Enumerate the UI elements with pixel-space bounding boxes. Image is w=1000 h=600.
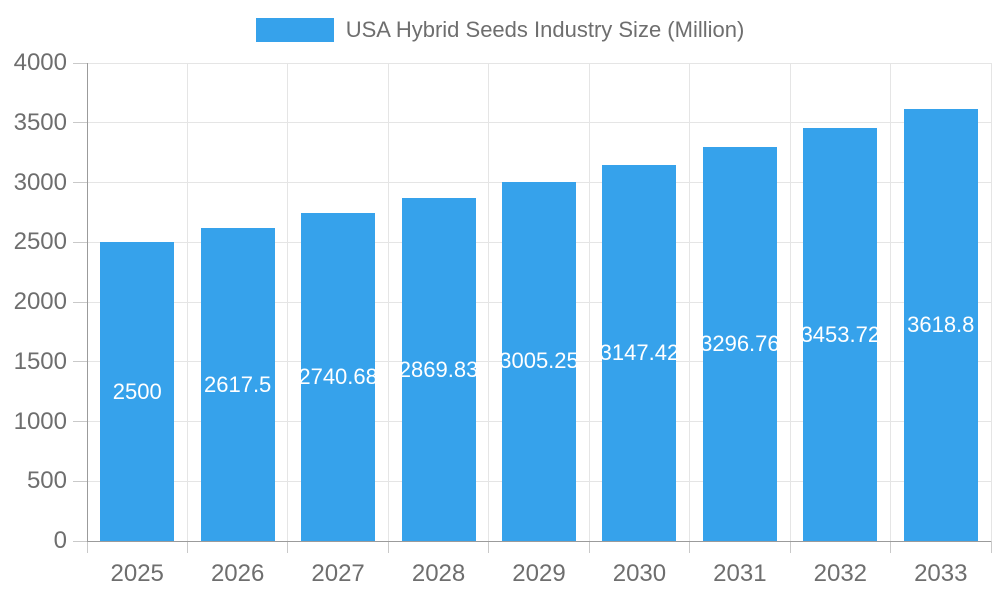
y-axis-tick [73,62,87,64]
x-axis-tick [990,541,992,553]
x-gridline [689,63,691,541]
bar-value-label: 3005.25 [502,348,576,374]
y-axis-label: 3500 [13,108,67,136]
x-axis-tick [86,541,88,553]
bar-value-label: 3453.72 [803,321,878,347]
y-axis-label: 3000 [13,168,67,196]
x-axis-line [87,540,991,542]
x-gridline [186,63,188,541]
legend-swatch [255,18,334,42]
x-axis-label: 2033 [914,560,968,587]
bar-value-label: 3147.42 [602,339,677,365]
y-gridline [87,122,991,124]
bar[interactable]: 2500 [100,242,175,541]
y-axis-tick [73,241,87,243]
y-axis-label: 0 [53,527,67,554]
y-axis-tick [73,361,87,363]
x-gridline [789,63,791,541]
bar[interactable]: 3453.72 [803,128,878,541]
x-axis-tick [689,541,691,553]
x-axis-label: 2030 [612,560,667,587]
x-axis-tick [890,541,892,553]
x-gridline [387,63,389,541]
x-axis-tick [789,541,791,553]
x-axis-tick [387,541,389,553]
x-gridline [990,63,992,541]
y-axis-label: 1000 [13,407,67,435]
y-axis-line [86,63,88,541]
x-gridline [890,63,892,541]
x-axis-label: 2026 [210,560,265,587]
bar[interactable]: 2869.83 [401,198,476,541]
bar[interactable]: 3618.8 [903,108,978,541]
x-axis-tick [287,541,289,553]
bar-value-label: 2500 [112,378,162,404]
x-axis-label: 2025 [110,560,164,587]
bar[interactable]: 3296.76 [702,147,777,541]
x-gridline [488,63,490,541]
bar-value-label: 2740.68 [301,364,376,390]
x-axis-label: 2029 [512,560,566,587]
legend-label: USA Hybrid Seeds Industry Size (Million) [345,17,745,42]
x-axis-label: 2032 [813,560,868,587]
x-axis-label: 2031 [713,560,767,587]
bar[interactable]: 2617.5 [200,228,275,541]
bar[interactable]: 3147.42 [602,164,677,541]
bar[interactable]: 2740.68 [301,213,376,541]
x-axis-label: 2028 [411,560,466,587]
y-axis-tick [73,122,87,124]
bar[interactable]: 3005.25 [502,181,576,541]
bar-value-label: 2617.5 [204,371,272,397]
y-axis-tick [73,182,87,183]
x-axis-label: 2027 [311,560,365,587]
y-axis-tick [73,540,87,542]
y-axis-label: 2500 [13,228,67,256]
y-axis-tick [73,421,87,422]
x-axis-tick [186,541,188,553]
x-axis-tick [488,541,490,553]
x-axis-tick [588,541,590,553]
x-gridline [588,63,590,541]
y-axis-tick [73,301,87,303]
bar-value-label: 2869.83 [401,356,476,382]
chart-legend-item[interactable]: USA Hybrid Seeds Industry Size (Million) [0,17,1000,43]
y-axis-label: 500 [26,467,67,495]
y-gridline [87,62,991,64]
bar-value-label: 3618.8 [907,311,975,337]
x-gridline [287,63,289,541]
y-axis-label: 2000 [13,288,67,315]
y-axis-label: 1500 [13,347,67,375]
bar-value-label: 3296.76 [702,331,777,356]
y-axis-label: 4000 [13,49,67,76]
y-axis-tick [73,480,87,482]
